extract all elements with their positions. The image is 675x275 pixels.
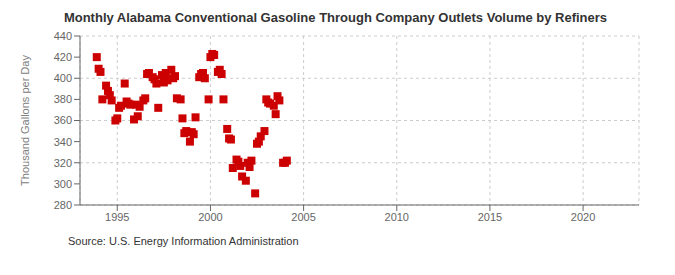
svg-text:2000: 2000 — [198, 211, 222, 223]
svg-text:360: 360 — [54, 114, 72, 126]
svg-text:1995: 1995 — [105, 211, 129, 223]
svg-text:2010: 2010 — [385, 211, 409, 223]
svg-text:440: 440 — [54, 30, 72, 42]
svg-text:300: 300 — [54, 178, 72, 190]
html-text:Monthly Alabama Conventional G: Monthly Alabama Conventional Gasoline Th… — [63, 10, 608, 25]
html-text:Source: U.S. Energy Informatio: Source: U.S. Energy Information Administ… — [68, 235, 299, 247]
svg-text:420: 420 — [54, 51, 72, 63]
svg-text:400: 400 — [54, 72, 72, 84]
svg-text:2020: 2020 — [571, 211, 595, 223]
svg-text:2005: 2005 — [291, 211, 315, 223]
svg-text:340: 340 — [54, 136, 72, 148]
svg-text:380: 380 — [54, 93, 72, 105]
svg-text:320: 320 — [54, 157, 72, 169]
svg-text:280: 280 — [54, 199, 72, 211]
svg-text:Thousand Gallons per Day: Thousand Gallons per Day — [19, 55, 31, 186]
svg-text:2015: 2015 — [478, 211, 502, 223]
